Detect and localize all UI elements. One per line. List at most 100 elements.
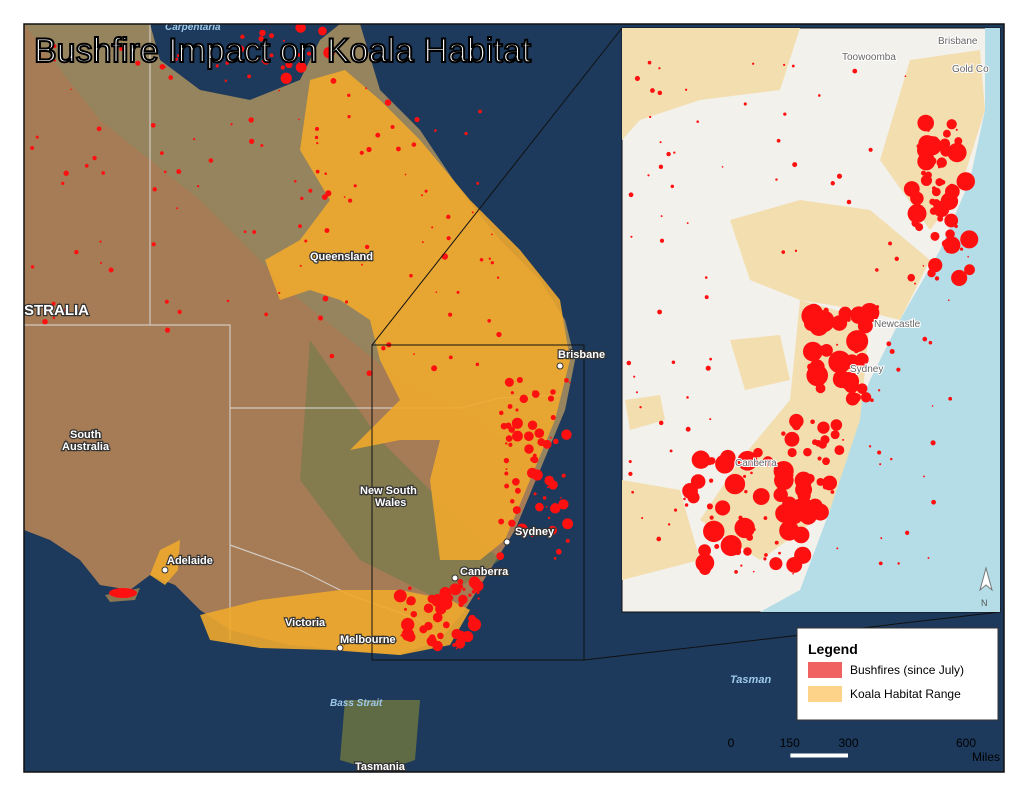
fire-spot [457,578,464,585]
fire-spot [630,235,633,238]
fire-spot [119,46,124,51]
fire-spot [959,247,964,251]
fire-spot [174,57,179,61]
fire-spot [657,309,663,315]
fire-spot [230,123,233,126]
fire-spot [967,255,969,258]
fire-spot [951,269,968,286]
fire-spot [431,365,438,372]
fire-spot [825,349,832,356]
fire-spot [809,317,829,336]
fire-spot [729,540,740,551]
fire-spot [562,518,574,530]
fire-spot [877,450,882,455]
fire-spot [308,188,313,193]
fire-spot [523,431,534,442]
fire-spot [792,162,798,168]
fire-spot [547,516,551,520]
fire-spot [247,74,252,79]
fire-spot [945,229,955,239]
fire-spot [176,169,182,175]
legend-label: Bushfires (since July) [850,663,964,677]
fire-spot [477,597,480,600]
fire-spot [947,142,967,163]
fire-spot [932,199,941,208]
fire-spot [667,523,671,526]
place-label: South [70,429,101,441]
fire-spot [647,174,650,177]
fire-spot [947,183,956,192]
fire-spot [42,318,48,325]
fire-spot [928,257,943,273]
fire-spot [366,146,372,153]
inset-map: Brisbane Toowoomba Gold Co Newcastle Syd… [621,27,1001,613]
fire-spot [812,439,818,446]
fire-spot [639,406,642,409]
fire-spot [248,117,254,123]
fire-spot [488,257,491,260]
fire-spot [794,546,812,564]
fire-spot [633,375,636,378]
fire-spot [556,548,562,555]
fire-spot [446,214,451,220]
fire-spot [390,124,395,129]
fire-spot [764,553,768,557]
fire-spot [911,219,920,228]
fire-spot [928,157,937,165]
fire-spot [929,207,938,215]
fire-spot [258,36,264,42]
gulf-label: Carpentaria [165,22,221,33]
fire-spot [535,502,544,512]
fire-spot [628,192,634,198]
fire-spot [628,460,632,464]
fire-spot [868,147,873,152]
fire-spot [347,93,351,97]
fire-spot [343,196,346,198]
fire-spot [396,146,401,152]
fire-spot [280,65,285,70]
fire-spot [743,102,747,106]
fire-spot [658,420,664,426]
fire-spot [691,450,711,469]
fire-spot [516,523,528,535]
fire-spot [844,354,860,370]
fire-spot [151,242,156,247]
sea-label: Tasman [730,674,771,686]
fire-spot [404,173,407,176]
city-label: Melbourne [340,634,396,646]
fire-spot [366,370,373,377]
fire-spot [792,526,810,544]
fire-spot [490,261,494,265]
fire-spot [917,114,935,132]
fire-spot [524,444,534,454]
fire-spot [917,152,936,171]
fire-spot [897,562,900,565]
fire-spot [505,468,508,471]
fire-spot [724,473,746,495]
fire-spot [856,383,868,394]
fire-spot [752,570,755,573]
inset-city: Gold Co [952,64,989,75]
fire-spot [859,303,880,323]
fire-spot [381,346,386,351]
fire-spot [860,392,872,403]
fire-spot [830,430,840,440]
fire-spot [789,473,794,478]
fire-spot [904,75,907,78]
fire-spot [547,525,558,535]
fire-spot [928,340,933,345]
fire-spot [742,474,747,478]
fire-spot [877,389,881,392]
fire-spot [955,128,958,131]
fire-spot [550,389,556,395]
place-label: New South [360,485,417,497]
fire-spot [939,210,944,215]
north-label: N [981,598,988,608]
fire-spot [626,360,632,366]
fire-spot [846,330,869,353]
fire-spot [875,268,879,272]
fire-spot [783,112,787,116]
fire-spot [658,164,664,169]
habitat-area [150,540,180,585]
